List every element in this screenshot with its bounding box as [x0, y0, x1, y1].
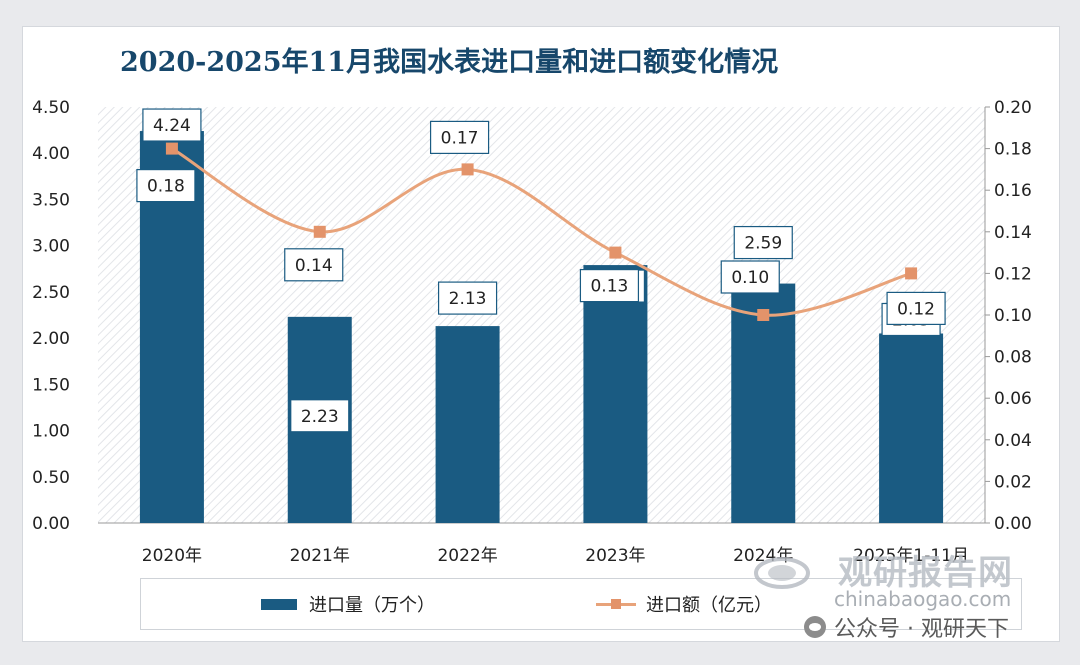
line-data-label-box	[720, 260, 780, 294]
right-y-tick-label: 0.04	[994, 431, 1032, 451]
legend-label-import-volume: 进口量（万个）	[309, 595, 435, 616]
bar-data-label: 2.59	[744, 234, 782, 254]
bar-data-label: 2.13	[449, 289, 487, 309]
line-data-label: 0.14	[295, 256, 333, 276]
line-marker-2021年	[313, 225, 326, 238]
right-y-tick-label: 0.08	[994, 348, 1032, 368]
legend-label-import-value: 进口额（亿元）	[646, 595, 772, 616]
left-y-tick-label: 4.50	[32, 98, 70, 118]
watermark: 观研报告网 chinabaogao.com 公众号 · 观研天下	[752, 545, 1052, 645]
bar-data-label-box	[142, 108, 202, 142]
line-series-import-value	[171, 147, 912, 317]
legend-bar-swatch	[261, 598, 297, 610]
left-y-tick-label: 2.00	[32, 329, 70, 349]
right-y-tick-label: 0.02	[994, 472, 1032, 492]
left-y-tick-label: 4.00	[32, 144, 70, 164]
line-marker-2024年	[757, 309, 770, 321]
bar-2022年	[435, 326, 500, 523]
right-y-tick-label: 0.16	[994, 181, 1032, 201]
x-tick-label: 2021年	[290, 546, 350, 566]
bar-data-label-box	[290, 399, 350, 433]
bar-2025年1-11月	[879, 333, 944, 523]
bar-data-label-box	[437, 281, 498, 315]
legend-item-import-volume: 进口量（万个）	[261, 591, 435, 617]
line-marker-2025年1-11月	[905, 267, 918, 280]
watermark-wechat: 公众号 · 观研天下	[804, 611, 1009, 643]
legend-line-swatch	[596, 598, 636, 609]
right-y-tick-label: 0.14	[994, 223, 1032, 243]
watermark-logo-icon	[754, 557, 810, 589]
line-marker-2023年	[609, 246, 622, 259]
chart-title: 2020-2025年11月我国水表进口量和进口额变化情况	[120, 47, 779, 78]
x-tick-label: 2022年	[437, 546, 497, 566]
left-y-tick-label: 3.50	[32, 190, 70, 210]
left-y-tick-label: 0.50	[32, 468, 70, 488]
line-data-label-box	[284, 248, 344, 282]
line-marker-2022年	[461, 163, 474, 176]
watermark-wechat-text: 公众号 · 观研天下	[834, 617, 1009, 642]
line-data-label: 0.10	[731, 268, 769, 288]
left-y-tick-label: 0.00	[32, 514, 70, 534]
right-y-tick-label: 0.06	[994, 389, 1032, 409]
line-data-label: 0.18	[147, 177, 185, 197]
left-y-tick-label: 2.50	[32, 283, 70, 303]
bar-data-label-box	[733, 225, 793, 260]
left-y-tick-label: 1.00	[32, 422, 70, 442]
line-data-label: 0.17	[441, 128, 479, 148]
left-y-tick-label: 3.00	[32, 237, 70, 257]
x-tick-label: 2020年	[142, 546, 202, 566]
line-data-label: 0.12	[897, 299, 935, 319]
wechat-icon	[804, 616, 826, 638]
x-tick-label: 2025年1-11月	[853, 546, 969, 566]
legend-item-import-value: 进口额（亿元）	[596, 591, 772, 617]
line-data-label-box	[136, 169, 196, 203]
line-data-label-box	[429, 120, 490, 155]
bar-2024年	[731, 283, 796, 523]
watermark-url: chinabaogao.com	[834, 587, 1012, 611]
right-y-tick-label: 0.12	[994, 264, 1032, 284]
plot-area-background	[98, 107, 985, 523]
watermark-brand: 观研报告网	[838, 553, 1013, 593]
line-data-label-box	[886, 291, 946, 325]
bar-data-label: 2.23	[301, 407, 339, 427]
right-y-tick-label: 0.00	[994, 514, 1032, 534]
legend: 进口量（万个） 进口额（亿元）	[140, 578, 1022, 630]
bar-2023年	[583, 265, 648, 523]
right-y-tick-label: 0.18	[994, 140, 1032, 160]
line-data-label: 0.13	[590, 277, 628, 297]
right-y-tick-label: 0.10	[994, 306, 1032, 326]
bar-data-label: 4.24	[153, 116, 191, 136]
line-data-label-box	[579, 269, 640, 303]
x-tick-label: 2023年	[585, 546, 645, 566]
left-y-tick-label: 1.50	[32, 375, 70, 395]
right-y-tick-label: 0.20	[994, 98, 1032, 118]
line-marker-2020年	[165, 142, 178, 155]
